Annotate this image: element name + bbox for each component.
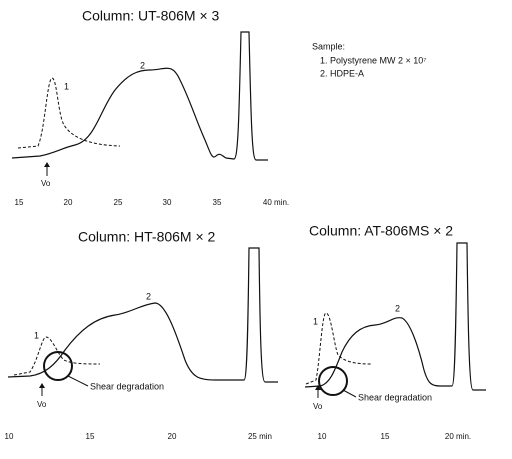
annotation-arrow — [67, 375, 89, 387]
tick-label: 25 min — [248, 432, 272, 441]
vo-arrowhead — [44, 162, 50, 167]
trace-polystyrene — [17, 77, 121, 149]
tick-label: 15 — [15, 198, 24, 207]
tick-label: 15 — [86, 432, 95, 441]
tick-label: 25 — [114, 198, 123, 207]
vo-arrowhead — [315, 385, 321, 390]
annotation: Shear degradation — [358, 392, 432, 402]
tick-label: 30 — [163, 198, 172, 207]
peak-label: 2 — [395, 303, 400, 313]
panel-title: Column: HT-806M × 2 — [78, 229, 216, 245]
annotation-arrow — [342, 389, 357, 398]
panel-title: Column: UT-806M × 3 — [82, 8, 220, 24]
trace-hdpe — [11, 31, 268, 161]
tick-label: 15 — [381, 432, 390, 441]
trace-hdpe — [304, 242, 486, 391]
trace-polystyrene — [13, 336, 101, 376]
tick-label: 10 — [5, 432, 14, 441]
peak-label: 1 — [34, 330, 39, 340]
marker-label: Vo — [41, 179, 51, 188]
trace-hdpe — [7, 247, 278, 383]
trace-polystyrene — [305, 312, 373, 385]
tick-label: 20 — [64, 198, 73, 207]
vo-arrowhead — [39, 383, 45, 388]
panel-title: Column: AT-806MS × 2 — [309, 223, 453, 239]
sample-heading: Sample: — [312, 41, 345, 51]
tick-label: 10 — [318, 432, 327, 441]
tick-label: 40 min. — [263, 198, 289, 207]
sample-item: 1. Polystyrene MW 2 × 10⁷ — [320, 55, 427, 65]
tick-label: 35 — [213, 198, 222, 207]
marker-label: Vo — [313, 402, 323, 411]
tick-label: 20 — [168, 432, 177, 441]
peak-label: 1 — [64, 81, 69, 91]
peak-label: 2 — [140, 60, 145, 70]
shear-circle — [318, 366, 348, 396]
shear-circle — [43, 351, 73, 381]
peak-label: 1 — [313, 316, 318, 326]
tick-label: 20 min. — [445, 432, 471, 441]
marker-label: Vo — [37, 400, 47, 409]
peak-label: 2 — [146, 291, 151, 301]
sample-item: 2. HDPE-A — [320, 68, 364, 78]
annotation: Shear degradation — [90, 381, 164, 391]
